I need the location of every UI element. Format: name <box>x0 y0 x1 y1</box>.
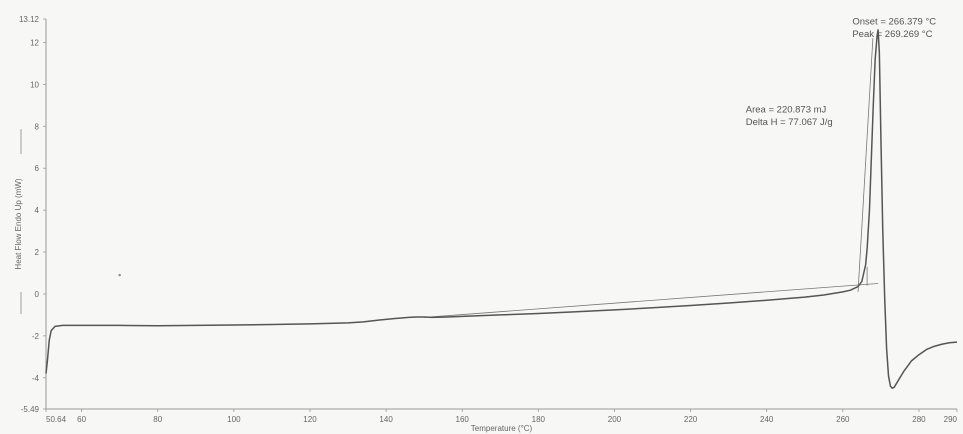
y-tick-label: 4 <box>35 206 40 215</box>
annotation-0: Onset = 266.379 °C <box>852 17 936 28</box>
x-axis-title: Temperature (°C) <box>471 424 533 433</box>
x-tick-label: 200 <box>608 415 622 424</box>
x-tick-label: 220 <box>684 415 698 424</box>
y-tick-label: 2 <box>35 248 40 257</box>
y-axis-title: Heat Flow Endo Up (mW) <box>14 178 23 269</box>
y-tick-label: 6 <box>35 164 40 173</box>
reference-line-0 <box>424 283 879 318</box>
y-tick-label: 12 <box>30 38 39 47</box>
series-group <box>45 29 958 389</box>
x-tick-label: 280 <box>912 415 926 424</box>
x-tick-label: 120 <box>303 415 317 424</box>
y-axis: 13.12 12 10 8 6 4 2 0 -2 -4 -5.49 <box>19 15 47 414</box>
y-tick-label: 13.12 <box>19 15 40 24</box>
y-tick-label: -5.49 <box>21 405 40 414</box>
x-tick-label: 240 <box>760 415 774 424</box>
series-line-0 <box>45 29 958 389</box>
reference-lines <box>424 38 879 318</box>
x-tick-label: 80 <box>153 415 162 424</box>
annotation-3: Delta H = 77.067 J/g <box>746 117 833 128</box>
x-tick-label: 160 <box>456 415 470 424</box>
reference-line-1 <box>857 38 874 292</box>
x-tick-label: 60 <box>77 415 86 424</box>
x-tick-label: 260 <box>836 415 850 424</box>
y-tick-label: -4 <box>32 374 40 383</box>
x-axis: 50.64 60 80 100 120 140 160 180 200 220 240 260 280 2… <box>45 408 958 424</box>
x-tick-label: 100 <box>227 415 241 424</box>
y-tick-label: -2 <box>32 332 40 341</box>
x-tick-label: 50.64 <box>46 415 67 424</box>
y-tick-label: 0 <box>35 290 40 299</box>
y-tick-label: 8 <box>35 122 40 131</box>
x-tick-label: 180 <box>532 415 546 424</box>
speck <box>118 273 121 277</box>
annotation-1: Peak = 269.269 °C <box>852 29 932 40</box>
x-tick-label: 140 <box>379 415 393 424</box>
annotation-2: Area = 220.873 mJ <box>746 105 827 116</box>
y-tick-label: 10 <box>30 80 39 89</box>
x-tick-label: 290 <box>944 415 958 424</box>
